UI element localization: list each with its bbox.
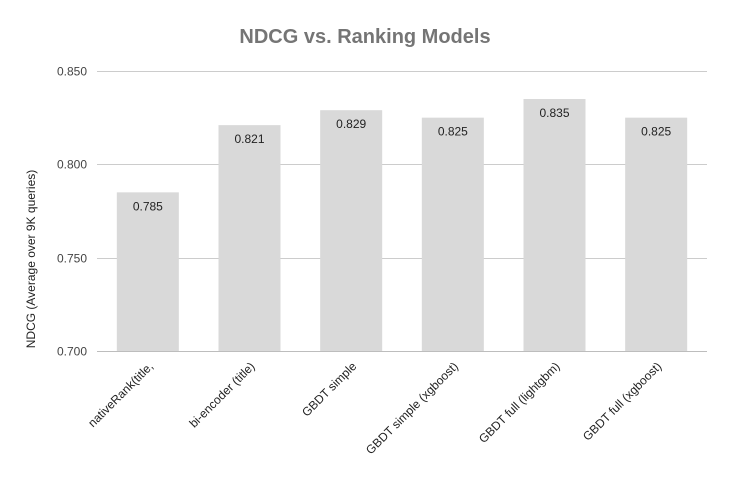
y-axis-label: NDCG (Average over 9K queries) — [24, 170, 38, 349]
bar — [116, 192, 179, 351]
bar — [625, 117, 688, 352]
y-tick-label: 0.750 — [57, 252, 87, 266]
data-label: 0.835 — [539, 106, 569, 120]
y-tick-label: 0.850 — [57, 65, 87, 79]
data-label: 0.821 — [234, 132, 264, 146]
data-label: 0.825 — [641, 125, 671, 139]
data-label: 0.829 — [336, 117, 366, 131]
x-tick-label: bi-encoder (title) — [186, 359, 257, 430]
x-tick-label: GBDT full (xgboost) — [580, 359, 664, 443]
chart-title: NDCG vs. Ranking Models — [239, 26, 490, 48]
y-tick-labels: 0.700 0.750 0.800 0.850 — [57, 65, 87, 359]
y-tick-label: 0.700 — [57, 345, 87, 359]
data-label: 0.825 — [438, 125, 468, 139]
data-labels: 0.785 0.821 0.829 0.825 0.835 0.825 — [133, 106, 672, 213]
bars — [116, 99, 688, 352]
x-tick-label: GBDT full (lightgbm) — [476, 359, 563, 446]
x-tick-label: GBDT simple (xgboost) — [363, 359, 461, 457]
y-tick-label: 0.800 — [57, 158, 87, 172]
bar — [218, 125, 281, 351]
data-label: 0.785 — [133, 199, 163, 213]
x-tick-labels: nativeRank(title, bi-encoder (title) GBDT … — [85, 359, 664, 457]
gridlines — [97, 71, 707, 259]
x-tick-label: GBDT simple — [299, 359, 359, 419]
bar — [421, 117, 484, 352]
x-tick-label: nativeRank(title, — [85, 359, 156, 430]
bar — [523, 99, 586, 351]
bar — [320, 110, 383, 351]
